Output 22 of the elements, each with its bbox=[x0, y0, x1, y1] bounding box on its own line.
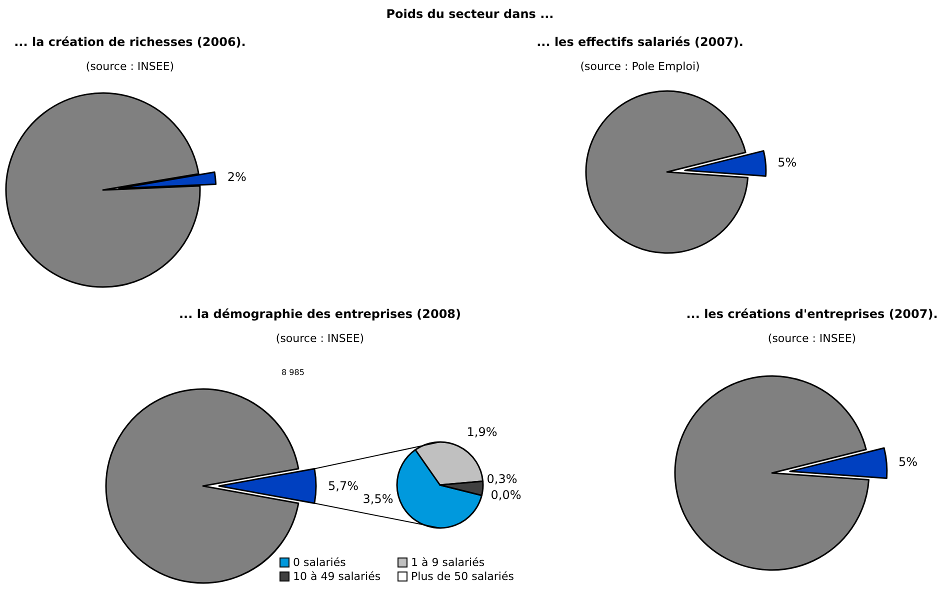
text: 8 985 bbox=[282, 368, 304, 377]
text: 0,0% bbox=[490, 488, 522, 502]
chart-title: ... la création de richesses (2006). bbox=[14, 35, 246, 49]
legend-label: 0 salariés bbox=[293, 556, 346, 569]
text: (source : INSEE) bbox=[86, 60, 174, 73]
data-label: 1,9% bbox=[466, 425, 498, 440]
data-label: 5,7% bbox=[328, 479, 358, 494]
data-label: 0,3% bbox=[486, 472, 518, 486]
legend-label: 1 à 9 salariés bbox=[411, 556, 485, 569]
data-label: 5% bbox=[898, 455, 918, 470]
text: (source : Pole Emploi) bbox=[580, 60, 700, 73]
text: (source : INSEE) bbox=[768, 332, 856, 345]
legend-label: 10 à 49 salariés bbox=[293, 570, 381, 583]
data-label: 2% bbox=[227, 170, 246, 184]
chart-title: ... les effectifs salariés (2007). bbox=[536, 35, 744, 49]
text: (source : INSEE) bbox=[276, 332, 364, 345]
legend-label: Plus de 50 salariés bbox=[411, 570, 514, 583]
chart-title: ... la démographie des entreprises (2008) bbox=[179, 307, 461, 321]
text: Poids du secteur dans ... bbox=[386, 7, 554, 21]
chart-title: ... les créations d'entreprises (2007). bbox=[686, 307, 938, 321]
data-label: 5% bbox=[778, 156, 797, 170]
data-label: 3,5% bbox=[362, 492, 394, 506]
